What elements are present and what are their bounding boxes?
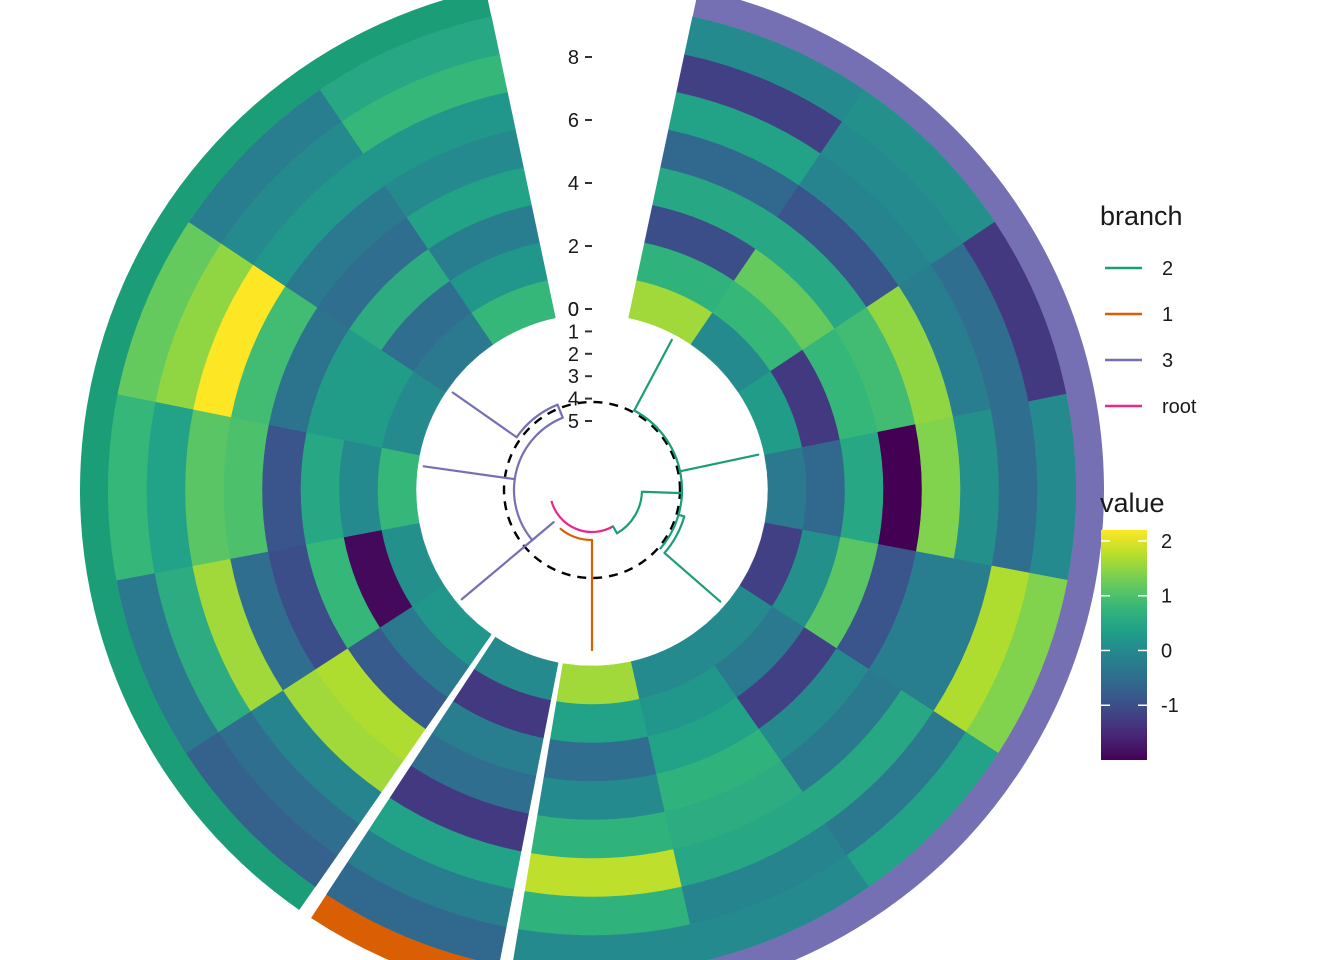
outer-axis-label: 6: [568, 110, 579, 132]
branch-legend-title: branch: [1100, 201, 1183, 231]
dendro-leaf: [664, 553, 720, 602]
inner-axis-label: 3: [568, 366, 579, 388]
inner-axis-label: 1: [568, 321, 579, 343]
dendro-leaf: [453, 392, 517, 437]
colorbar-label: -1: [1161, 695, 1179, 717]
colorbar: [1101, 530, 1147, 760]
dendrogram: [424, 340, 759, 650]
legend-label-3: 3: [1162, 350, 1173, 372]
heatmap-cell: [301, 432, 345, 544]
dendro-root-stem-2: [613, 526, 617, 533]
inner-axis-label: 2: [568, 344, 579, 366]
dendro-leaf: [424, 466, 515, 479]
legend-label-root: root: [1162, 396, 1197, 418]
value-legend-title: value: [1100, 488, 1165, 518]
heatmap-cell: [557, 662, 640, 705]
branch-legend: branch 2 1 3 root: [1100, 201, 1197, 418]
heatmap-cell: [878, 425, 922, 552]
heatmap-cell: [915, 417, 960, 559]
heatmap-cell: [765, 447, 807, 530]
outer-axis-label: 2: [568, 236, 579, 258]
heatmap-cell: [378, 447, 420, 530]
dendro-branch-2-arc: [617, 492, 642, 534]
dendro-leaf: [634, 340, 672, 411]
inner-axis-label: 5: [568, 411, 579, 433]
dendro-branch-1-arc: [560, 528, 592, 540]
colorbar-label: 0: [1161, 640, 1172, 662]
outer-axis-label: 8: [568, 47, 579, 69]
dendro-branch-3-node: [558, 405, 563, 418]
dendro-leaf: [462, 540, 532, 599]
heatmap-cell: [840, 432, 884, 544]
outer-axis-label: 4: [568, 173, 579, 195]
heatmap-cell: [802, 440, 845, 537]
dendro-branch-3-stem: [532, 522, 553, 540]
value-legend: value 2 1 0 -1: [1100, 488, 1179, 760]
heatmap-sectors: [80, 0, 1104, 960]
dendro-leaf: [680, 455, 758, 472]
colorbar-label: 1: [1161, 586, 1172, 608]
outer-axis-label: 0: [568, 299, 579, 321]
heatmap-cell: [544, 737, 656, 782]
dendro-root-arc: [551, 501, 613, 532]
dendro-branch-2-stem: [642, 492, 682, 493]
heatmap-cell: [262, 425, 306, 552]
heatmap-cell: [339, 440, 382, 537]
legend-label-2: 2: [1162, 258, 1173, 280]
legend-label-1: 1: [1162, 304, 1173, 326]
colorbar-label: 2: [1161, 531, 1172, 553]
inner-axis-label: 4: [568, 389, 579, 411]
heatmap-cell: [224, 417, 269, 559]
heatmap-cell: [550, 699, 647, 743]
dendro-branch-3-arc: [514, 418, 563, 540]
heatmap-cell: [538, 774, 665, 820]
